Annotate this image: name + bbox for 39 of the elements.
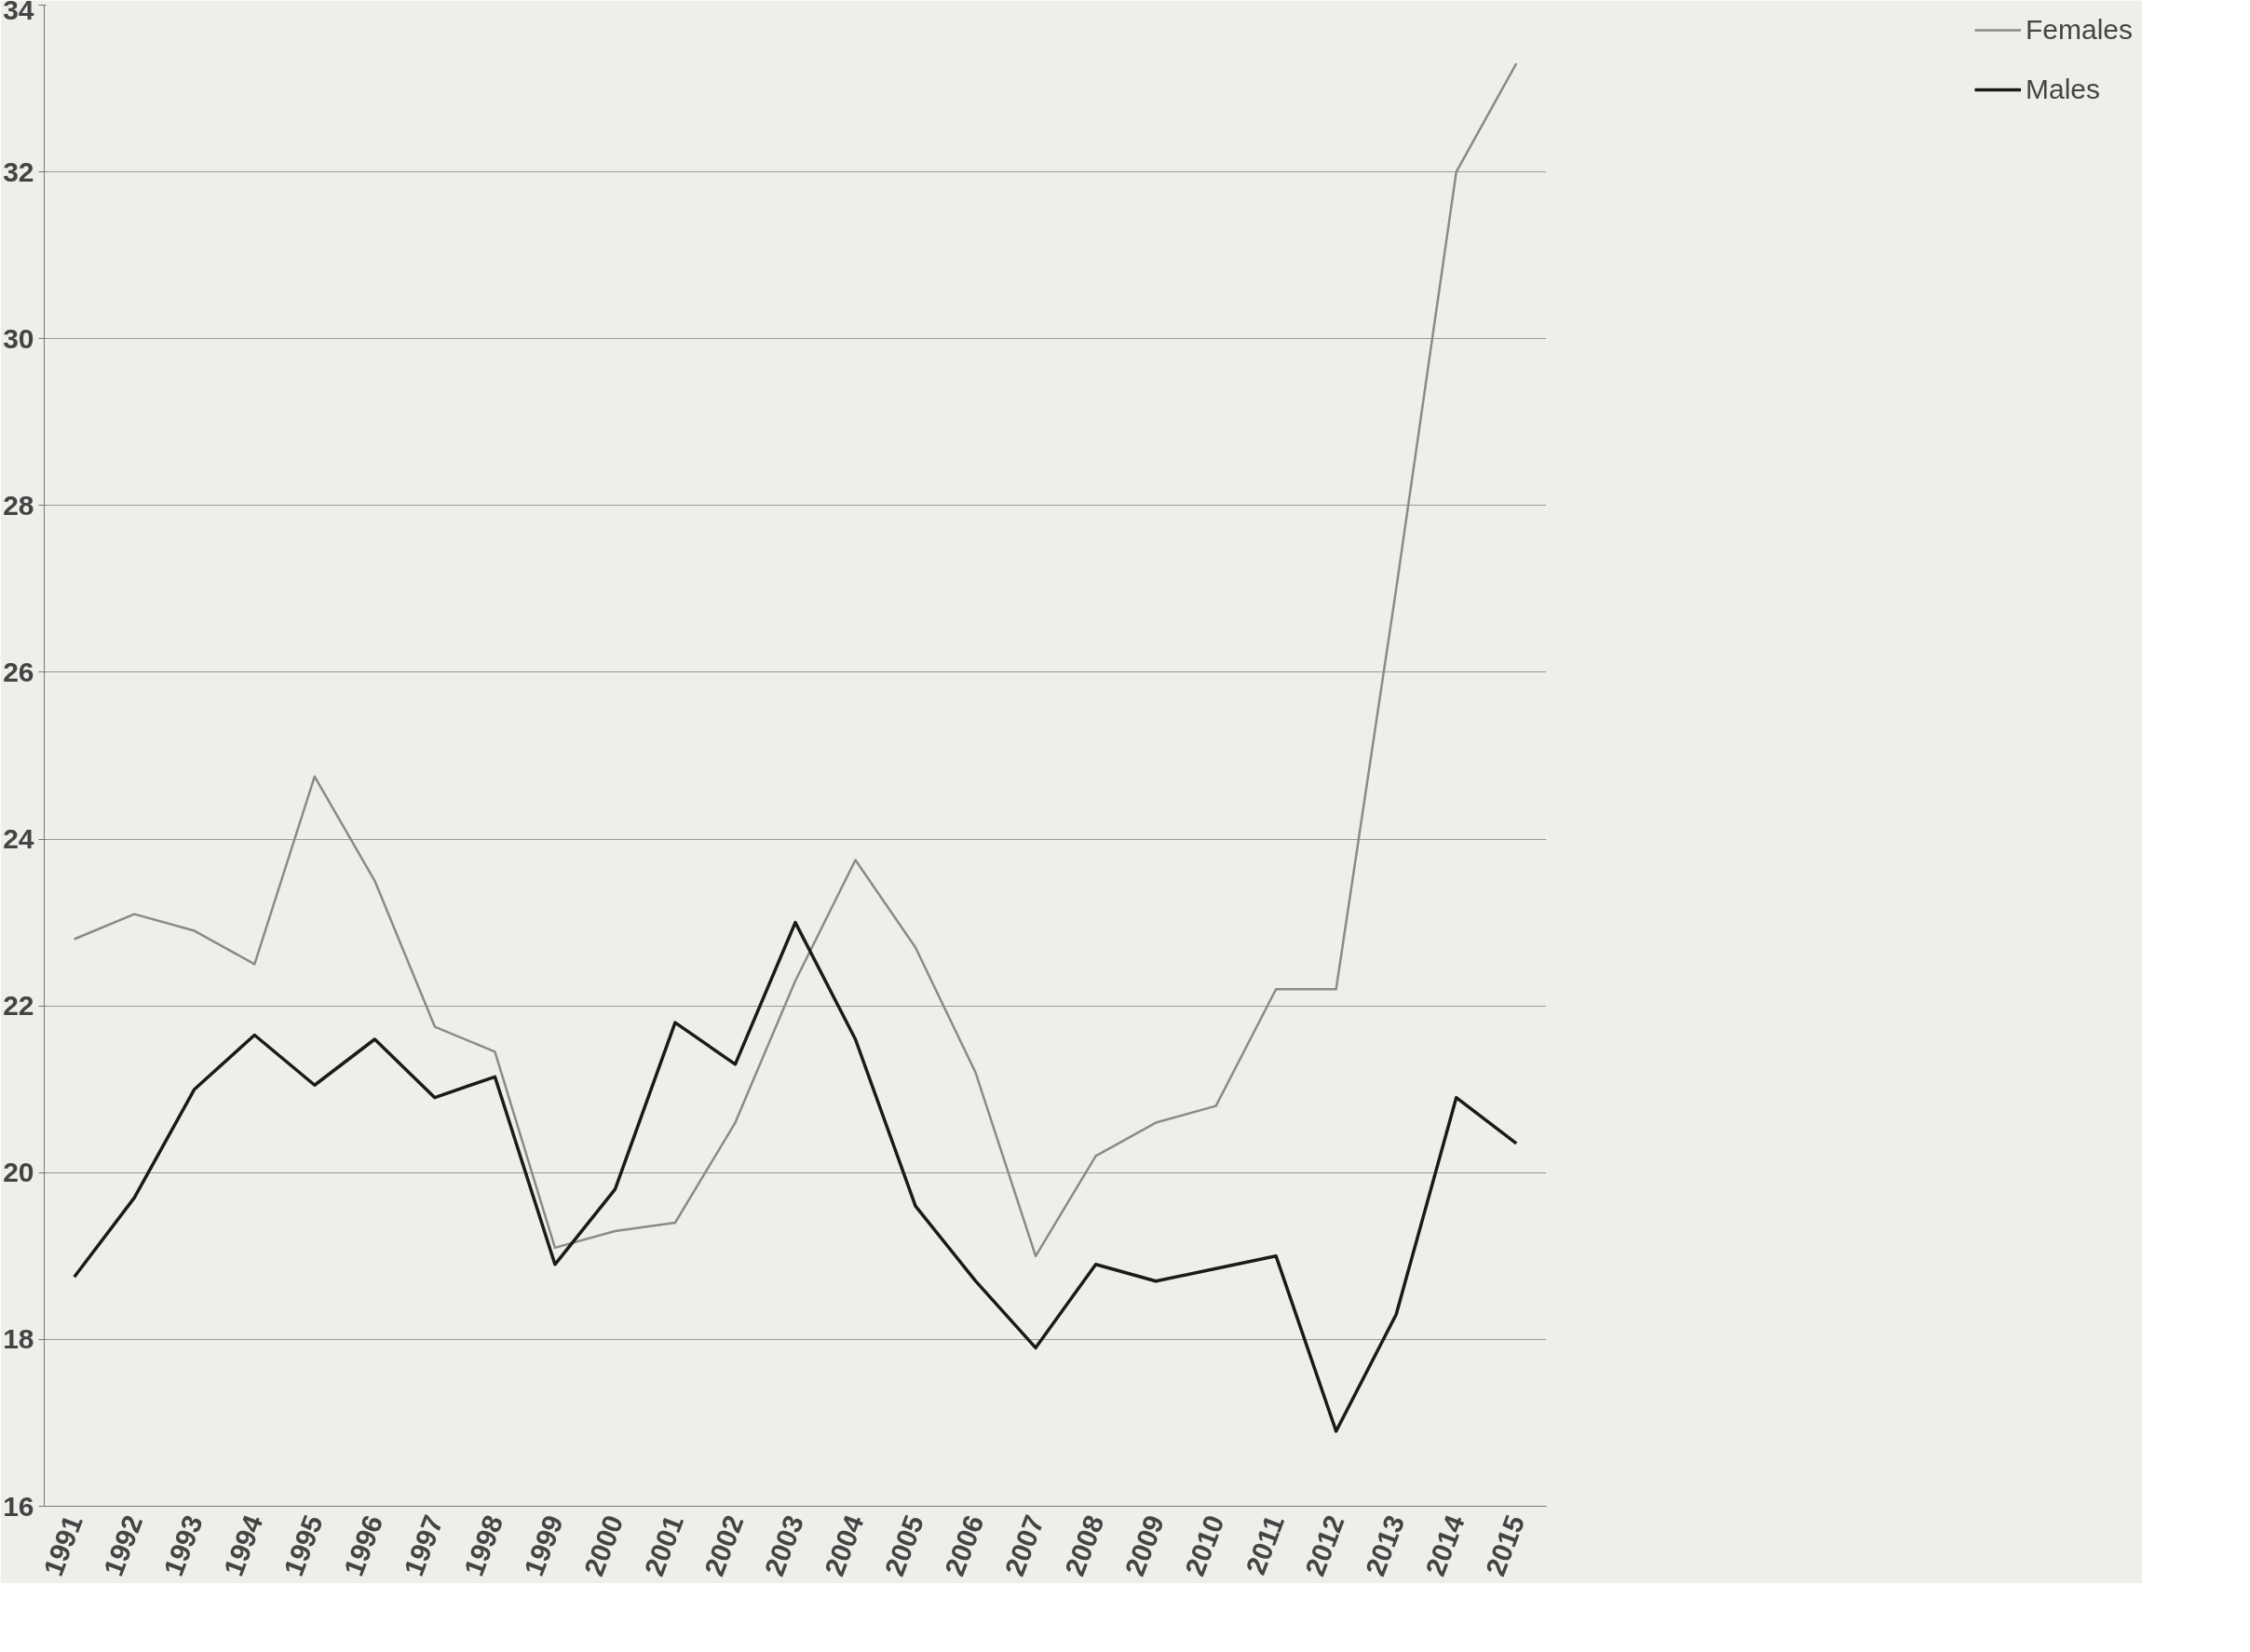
x-tick-label: 1995 [278, 1510, 329, 1580]
x-tick-label: 1994 [217, 1510, 269, 1580]
x-tick-label: 2009 [1118, 1510, 1171, 1580]
x-tick-label: 2010 [1179, 1510, 1230, 1580]
y-tick-label: 30 [3, 322, 34, 354]
y-tick-label: 20 [3, 1157, 34, 1188]
x-tick-label: 1997 [398, 1510, 449, 1580]
x-tick-label: 2001 [638, 1510, 689, 1580]
x-tick-label: 2004 [818, 1510, 870, 1580]
x-tick-label: 2013 [1359, 1510, 1411, 1580]
y-tick-label: 24 [3, 823, 34, 855]
x-tick-label: 2003 [758, 1510, 809, 1580]
x-tick-label: 1999 [518, 1510, 569, 1580]
legend-label: Females [2025, 14, 2133, 46]
x-tick-label: 2000 [577, 1510, 630, 1580]
x-tick-label: 2011 [1240, 1510, 1291, 1579]
x-tick-label: 1996 [337, 1510, 389, 1580]
y-tick-label: 28 [3, 489, 34, 521]
legend-label: Males [2025, 74, 2100, 105]
x-tick-label: 1993 [157, 1510, 209, 1580]
x-tick-label: 2008 [1059, 1510, 1110, 1580]
x-tick-label: 1992 [97, 1510, 149, 1580]
y-tick-label: 18 [3, 1323, 34, 1355]
y-tick-label: 34 [3, 0, 34, 25]
line-series [73, 61, 1518, 1258]
line-series [73, 920, 1518, 1433]
y-tick-label: 22 [3, 990, 34, 1022]
y-tick-label: 16 [3, 1490, 34, 1522]
x-tick-label: 2012 [1299, 1510, 1350, 1580]
x-tick-label: 2006 [939, 1510, 990, 1580]
x-tick-label: 1991 [37, 1510, 88, 1580]
x-tick-label: 2007 [998, 1510, 1050, 1580]
y-tick-label: 32 [3, 156, 34, 187]
x-tick-label: 2005 [878, 1510, 929, 1580]
x-tick-label: 1998 [457, 1510, 509, 1580]
x-tick-label: 2002 [698, 1510, 750, 1580]
x-tick-label: 2015 [1479, 1510, 1531, 1580]
x-tick-label: 2014 [1419, 1510, 1471, 1580]
y-tick-label: 26 [3, 656, 34, 687]
